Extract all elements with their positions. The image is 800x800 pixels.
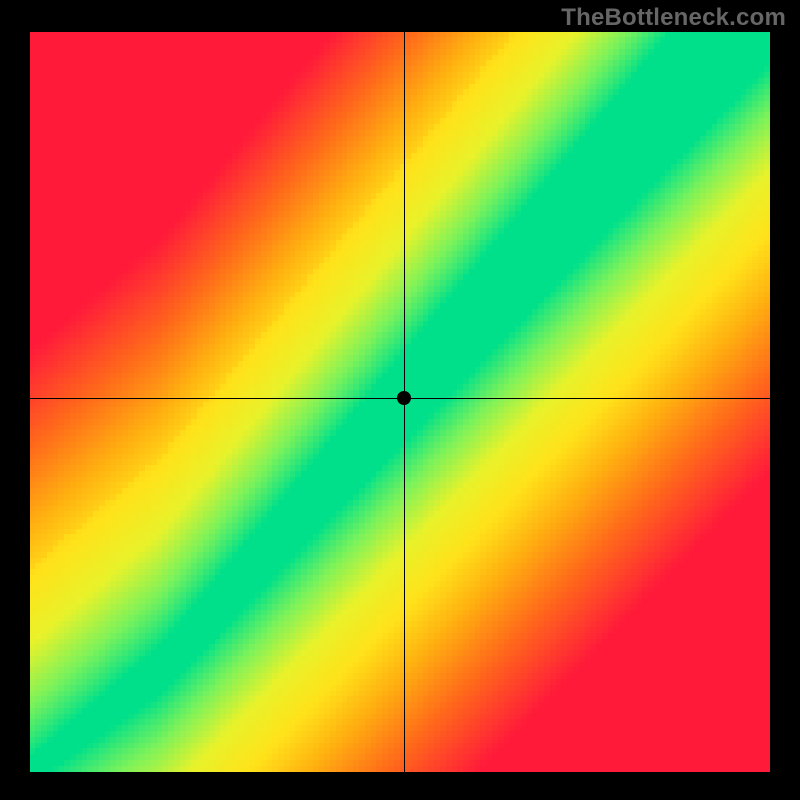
crosshair-marker [397,391,411,405]
chart-frame: TheBottleneck.com [0,0,800,800]
watermark-text: TheBottleneck.com [561,4,786,32]
